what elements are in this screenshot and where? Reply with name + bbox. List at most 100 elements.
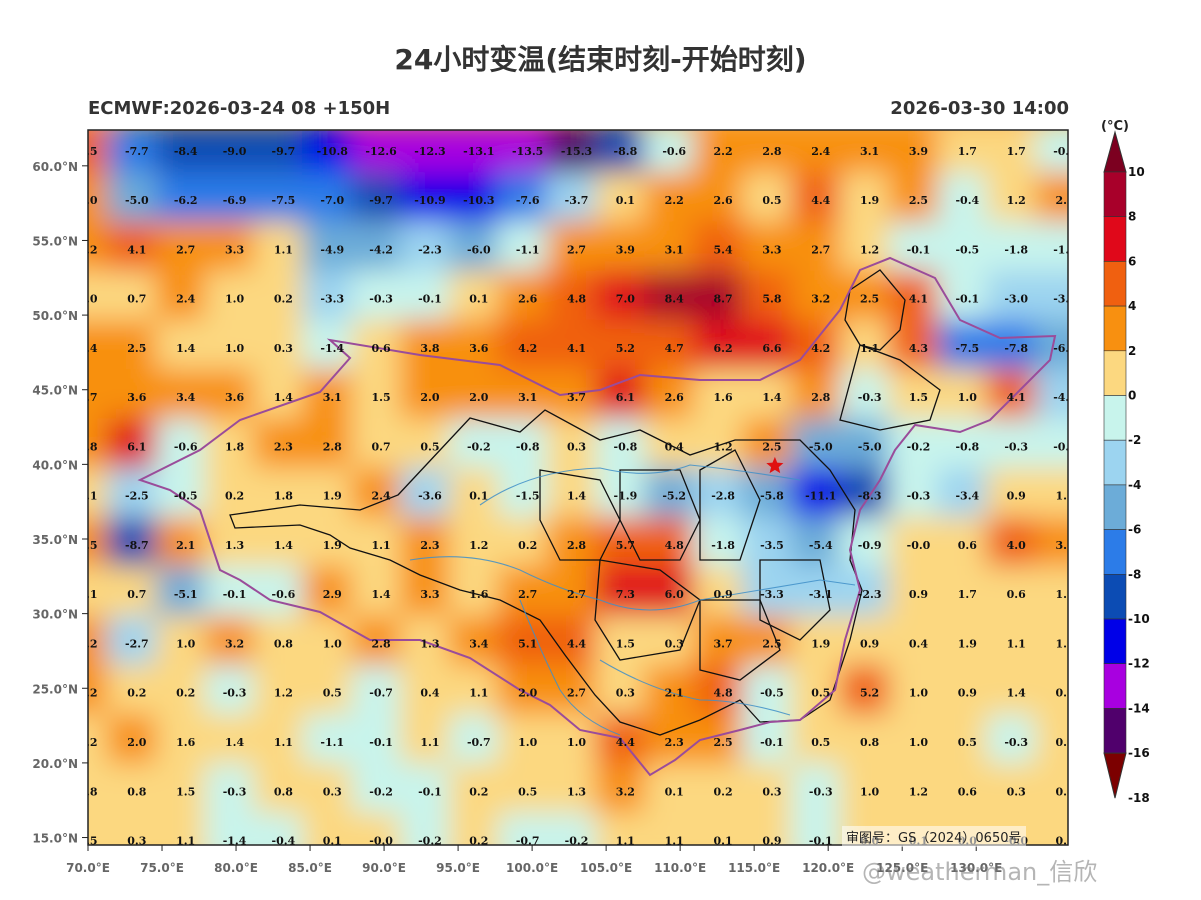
grid-value-label: 0.3: [1007, 785, 1026, 798]
grid-value-label: -0.8: [516, 440, 540, 453]
grid-value-label: 0.9: [1007, 490, 1026, 503]
valid-time-label: 2026-03-30 14:00: [890, 98, 1069, 119]
grid-value-label: 4.1: [567, 342, 586, 355]
grid-value-label: 0.8: [274, 785, 293, 798]
latitude-tick-label: 60.0°N: [32, 160, 78, 174]
grid-value-label: -3.3: [320, 293, 344, 306]
grid-value-label: -5.0: [809, 440, 833, 453]
grid-value-label: 1.9: [323, 539, 342, 552]
grid-value-label: 2.8: [78, 440, 97, 453]
grid-value-label: 4.5: [78, 145, 97, 158]
grid-value-label: -0.2: [907, 440, 931, 453]
grid-value-label: -1.1: [1053, 243, 1077, 256]
grid-value-label: 0.5: [958, 736, 977, 749]
grid-value-label: 0.4: [1055, 785, 1074, 798]
field-cell: [1035, 812, 1068, 845]
grid-value-label: 0.8: [860, 736, 879, 749]
grid-value-label: -0.3: [223, 687, 247, 700]
grid-value-label: -3.1: [809, 588, 833, 601]
map-frame: [87, 129, 1069, 846]
grid-value-label: 2.8: [372, 637, 391, 650]
grid-value-label: 0.5: [762, 194, 781, 207]
grid-value-label: 2.3: [420, 539, 439, 552]
grid-value-label: -11.1: [805, 490, 836, 503]
grid-value-label: -0.4: [955, 194, 979, 207]
grid-value-label: 2.1: [665, 687, 684, 700]
grid-value-label: -0.5: [1053, 145, 1077, 158]
grid-value-label: -0.1: [223, 588, 247, 601]
grid-value-label: -0.0: [369, 835, 393, 848]
grid-value-label: -1.1: [320, 736, 344, 749]
grid-value-label: 5.2: [860, 687, 879, 700]
grid-value-label: 0.9: [958, 687, 977, 700]
grid-value-label: 0.9: [860, 637, 879, 650]
grid-value-label: 1.1: [274, 736, 293, 749]
latitude-tick-label: 40.0°N: [32, 458, 78, 472]
grid-value-label: -0.1: [1053, 440, 1077, 453]
grid-value-label: 2.7: [811, 243, 830, 256]
grid-value-label: 2.0: [127, 736, 146, 749]
grid-value-label: 0.3: [762, 785, 781, 798]
grid-value-label: -2.5: [125, 490, 149, 503]
grid-value-label: 0.1: [78, 490, 97, 503]
grid-value-label: 2.8: [323, 440, 342, 453]
grid-value-label: -0.7: [369, 687, 393, 700]
grid-value-label: 1.1: [1007, 637, 1026, 650]
latitude-axis: 60.0°N 55.0°N 50.0°N 45.0°N 40.0°N 35.0°N 30.0…: [32, 160, 88, 846]
grid-value-label: 3.2: [1055, 539, 1074, 552]
grid-value-label: 3.2: [811, 293, 830, 306]
grid-value-label: 1.1: [665, 835, 684, 848]
grid-value-label: 1.4: [225, 736, 244, 749]
latitude-tick-label: 30.0°N: [32, 608, 78, 622]
grid-value-labels: 4.5 -7.7 -8.4 -9.0 -9.7 -10.8 -12.6 -12.3 -13.1 -…: [78, 145, 1077, 848]
grid-value-label: 2.7: [567, 243, 586, 256]
field-cell: [1035, 615, 1068, 672]
grid-value-label: 1.6: [714, 391, 733, 404]
grid-value-label: 0.7: [127, 588, 146, 601]
grid-value-label: -13.1: [463, 145, 494, 158]
longitude-tick-label: 110.0°E: [654, 861, 706, 875]
longitude-tick-label: 75.0°E: [140, 861, 184, 875]
grid-value-label: 4.1: [127, 243, 146, 256]
field-cell: [1035, 714, 1068, 771]
grid-value-label: 1.8: [274, 490, 293, 503]
colorbar-box: [1103, 171, 1127, 218]
grid-value-label: 0.2: [274, 293, 293, 306]
grid-value-label: 0.5: [518, 785, 537, 798]
grid-value-label: 0.9: [1055, 687, 1074, 700]
grid-value-label: -8.4: [174, 145, 198, 158]
longitude-tick-label: 85.0°E: [288, 861, 332, 875]
field-cell: [1035, 566, 1068, 623]
grid-value-label: 1.1: [78, 588, 97, 601]
grid-value-label: 1.6: [176, 736, 195, 749]
grid-value-label: 2.3: [274, 440, 293, 453]
grid-value-label: 3.3: [420, 588, 439, 601]
longitude-tick-label: 100.0°E: [506, 861, 558, 875]
grid-value-label: 0.2: [1055, 835, 1074, 848]
grid-value-label: -0.8: [614, 440, 638, 453]
field-cell: [1035, 172, 1068, 229]
grid-value-label: -6.0: [467, 243, 491, 256]
grid-value-label: 1.4: [567, 490, 586, 503]
grid-value-label: -0.4: [272, 835, 296, 848]
field-cell: [1035, 467, 1068, 524]
grid-value-label: -3.0: [1004, 293, 1028, 306]
grid-value-label: -0.7: [516, 835, 540, 848]
grid-value-label: 2.2: [78, 687, 97, 700]
colorbar-box: [1103, 395, 1127, 441]
grid-value-label: 3.0: [78, 194, 97, 207]
grid-value-label: -1.5: [516, 490, 540, 503]
colorbar-level-label: -8: [1128, 567, 1141, 581]
grid-value-label: 1.0: [225, 293, 244, 306]
longitude-axis: 70.0°E 75.0°E 80.0°E 85.0°E 90.0°E 95.0°E 100.…: [66, 845, 1002, 875]
model-run-label: ECMWF:2026-03-24 08 +150H: [88, 98, 391, 119]
grid-value-label: 1.3: [567, 785, 586, 798]
colorbar-level-label: 6: [1128, 254, 1136, 268]
grid-value-label: 2.5: [1055, 194, 1074, 207]
grid-value-label: -0.0: [907, 539, 931, 552]
grid-value-label: 6.1: [616, 391, 635, 404]
grid-value-label: 0.1: [469, 490, 488, 503]
grid-value-label: 1.5: [909, 391, 928, 404]
grid-value-label: -7.8: [1004, 342, 1028, 355]
